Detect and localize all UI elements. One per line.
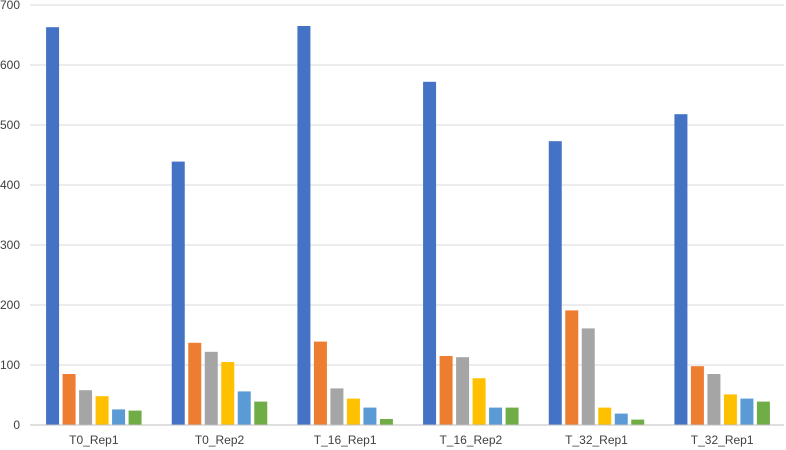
bar — [674, 114, 688, 425]
y-tick-label: 700 — [0, 0, 20, 12]
bar — [548, 141, 562, 425]
bar — [423, 81, 437, 426]
bar — [171, 161, 185, 425]
x-tick-label: T_32_Rep1 — [565, 433, 628, 447]
x-tick-label: T_16_Rep2 — [439, 433, 502, 447]
bar — [46, 27, 60, 425]
bar — [363, 407, 377, 425]
y-tick-label: 300 — [0, 238, 20, 252]
bar — [614, 413, 628, 425]
bar — [62, 374, 76, 425]
bar — [237, 391, 251, 425]
bar — [313, 341, 327, 425]
bar — [112, 409, 126, 425]
bar — [756, 401, 770, 425]
gridlines — [30, 4, 784, 366]
x-axis-tick-labels: T0_Rep1 T0_Rep2 T_16_Rep1 T_16_Rep2 T_32_Rep… — [69, 433, 754, 447]
y-tick-label: 500 — [0, 118, 20, 132]
bar — [472, 378, 486, 425]
bar — [330, 388, 344, 425]
y-tick-label: 600 — [0, 58, 20, 72]
bar — [598, 407, 612, 425]
bar — [297, 26, 311, 425]
bar — [188, 342, 202, 425]
bars — [46, 26, 770, 426]
bar — [505, 407, 519, 425]
y-tick-label: 200 — [0, 298, 20, 312]
bar — [581, 328, 595, 425]
y-axis-tick-labels: 0 100 200 300 400 500 600 700 — [0, 0, 20, 432]
bar — [128, 410, 142, 425]
bar — [690, 366, 704, 425]
y-tick-label: 0 — [13, 418, 20, 432]
bar — [439, 356, 453, 425]
x-tick-label: T0_Rep1 — [69, 433, 119, 447]
bar — [204, 351, 218, 425]
bar — [565, 310, 579, 425]
bar — [221, 362, 235, 425]
x-tick-label: T0_Rep2 — [195, 433, 245, 447]
bar — [254, 401, 268, 425]
bar — [707, 374, 721, 425]
x-tick-label: T_32_Rep1 — [691, 433, 754, 447]
bar — [489, 407, 503, 425]
bar — [740, 398, 754, 425]
y-tick-label: 100 — [0, 358, 20, 372]
bar — [631, 419, 645, 425]
y-tick-label: 400 — [0, 178, 20, 192]
bar — [723, 394, 737, 425]
bar — [456, 357, 470, 425]
x-tick-label: T_16_Rep1 — [314, 433, 377, 447]
bar — [95, 396, 109, 425]
bar — [79, 390, 93, 425]
bar — [346, 398, 360, 425]
bar — [379, 419, 393, 425]
